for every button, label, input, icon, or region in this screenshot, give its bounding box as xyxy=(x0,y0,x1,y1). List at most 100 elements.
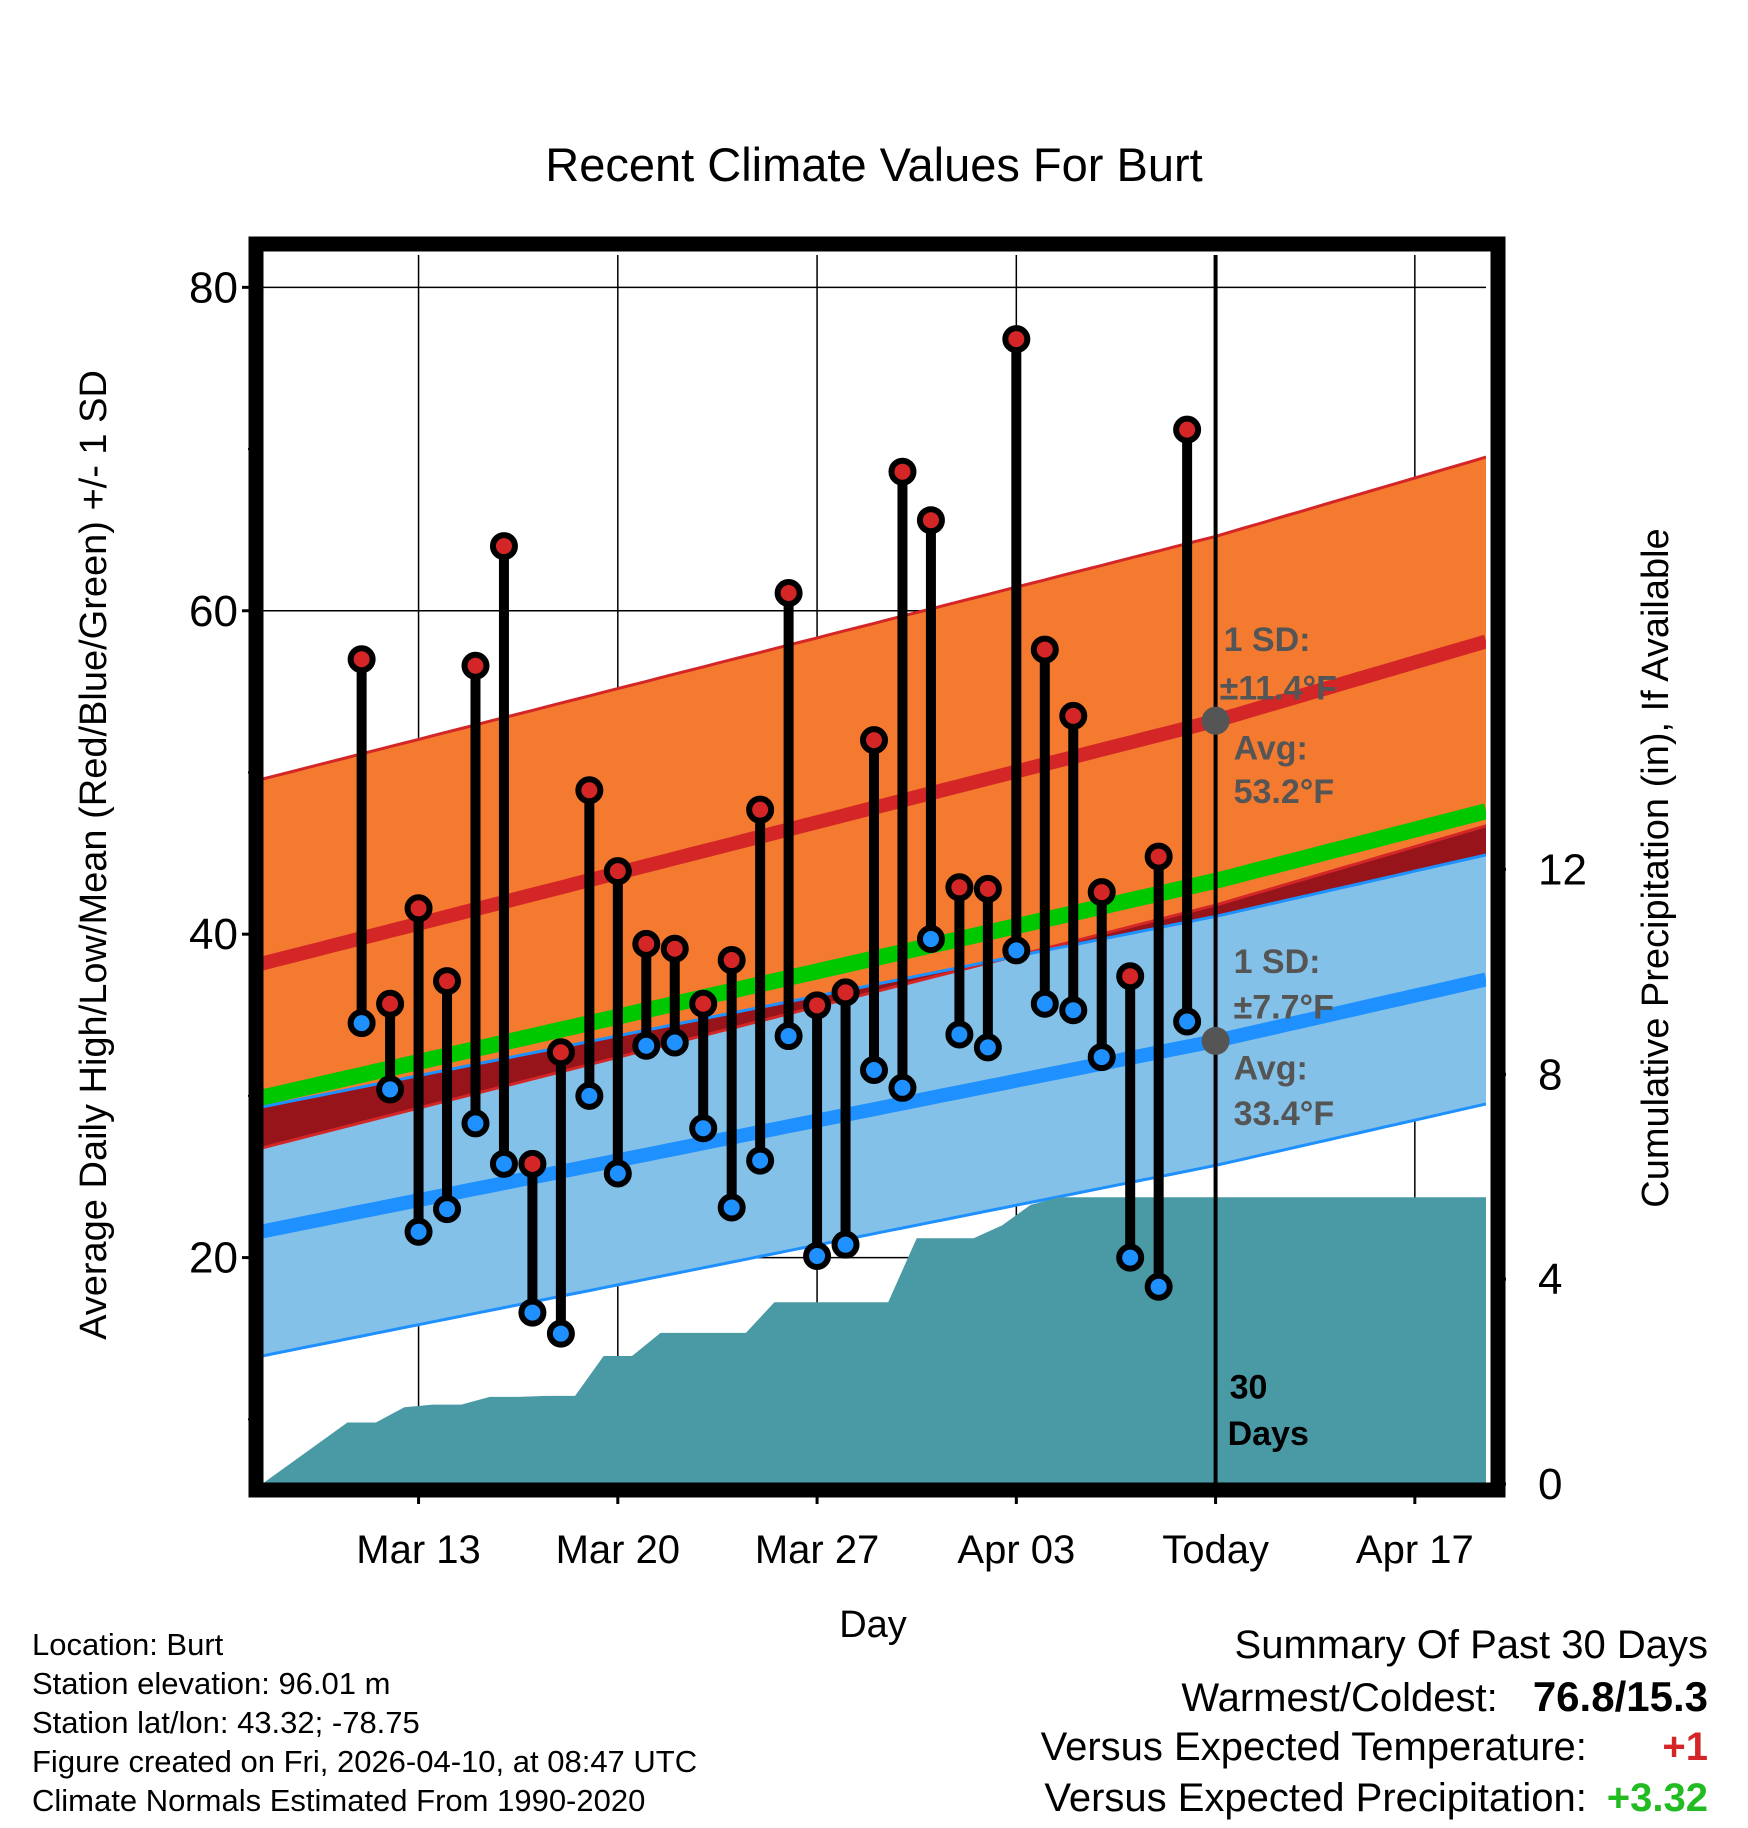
daily-low-point xyxy=(774,1022,803,1051)
daily-low-point xyxy=(461,1109,490,1138)
daily-low-point xyxy=(717,1193,746,1222)
daily-high-point xyxy=(489,532,518,561)
low-avg-title: Avg: xyxy=(1234,1050,1308,1088)
daily-high-point xyxy=(461,651,490,680)
daily-high-point xyxy=(347,645,376,674)
x-tick-label: Apr 17 xyxy=(1356,1528,1474,1572)
today-label-line2: Days xyxy=(1228,1415,1309,1453)
daily-high-point xyxy=(660,934,689,963)
high-sd-value: ±11.4°F xyxy=(1220,670,1337,708)
daily-high-point xyxy=(546,1038,575,1067)
daily-low-point xyxy=(347,1009,376,1038)
y-tick-label-left: 60 xyxy=(189,587,238,636)
plot-frame xyxy=(248,236,1506,1498)
high-avg-title: Avg: xyxy=(1234,730,1308,768)
location-text: Location: Burt xyxy=(32,1627,224,1662)
low-sd-title: 1 SD: xyxy=(1234,943,1321,981)
daily-high-point xyxy=(973,874,1002,903)
daily-low-point xyxy=(518,1298,547,1327)
y-tick-label-right: 12 xyxy=(1538,846,1587,895)
daily-high-point xyxy=(1087,878,1116,907)
daily-high-point xyxy=(689,989,718,1018)
daily-high-point xyxy=(803,991,832,1020)
daily-high-point xyxy=(746,795,775,824)
daily-high-point xyxy=(433,967,462,996)
y-axis-label-left: Average Daily High/Low/Mean (Red/Blue/Gr… xyxy=(73,370,115,1340)
x-tick-label: Mar 27 xyxy=(755,1528,880,1572)
today-high-avg-dot xyxy=(1201,706,1230,735)
daily-high-point xyxy=(774,578,803,607)
temp-row: Versus Expected Temperature: +1 xyxy=(1041,1722,1708,1773)
x-tick-label: Today xyxy=(1162,1528,1269,1572)
daily-low-point xyxy=(1030,989,1059,1018)
daily-low-point xyxy=(973,1033,1002,1062)
daily-high-point xyxy=(1116,962,1145,991)
daily-low-point xyxy=(489,1149,518,1178)
y-tick-label-left: 20 xyxy=(189,1234,238,1283)
daily-low-point xyxy=(860,1056,888,1085)
daily-low-point xyxy=(1059,996,1088,1025)
high-avg-value: 53.2°F xyxy=(1234,773,1335,811)
normal-low-line xyxy=(262,972,1486,1239)
daily-low-point xyxy=(1173,1007,1202,1036)
low-sd-value: ±7.7°F xyxy=(1234,988,1334,1026)
low-avg-value: 33.4°F xyxy=(1234,1095,1335,1133)
today-low-avg-dot xyxy=(1201,1026,1230,1055)
warm-cold-value: 76.8/15.3 xyxy=(1532,1673,1708,1720)
daily-high-point xyxy=(831,978,860,1007)
daily-low-point xyxy=(831,1230,860,1259)
y-tick-label-left: 40 xyxy=(189,910,238,959)
chart-title: Recent Climate Values For Burt xyxy=(545,138,1202,191)
created-text: Figure created on Fri, 2026-04-10, at 08… xyxy=(32,1744,698,1779)
daily-low-point xyxy=(376,1075,405,1104)
precip-row: Versus Expected Precipitation: +3.32 xyxy=(1041,1773,1708,1824)
daily-high-point xyxy=(603,857,632,886)
x-tick-label: Mar 20 xyxy=(556,1528,681,1572)
x-axis-label: Day xyxy=(839,1604,907,1646)
daily-high-point xyxy=(717,946,746,975)
temp-value: +1 xyxy=(1662,1725,1708,1769)
daily-low-point xyxy=(546,1319,575,1348)
y-tick-label-right: 4 xyxy=(1538,1255,1562,1304)
daily-low-point xyxy=(603,1159,632,1188)
precip-label: Versus Expected Precipitation: xyxy=(1044,1776,1587,1820)
x-tick-label: Apr 03 xyxy=(957,1528,1075,1572)
daily-high-point xyxy=(1144,842,1173,871)
y-tick-label-right: 8 xyxy=(1538,1050,1562,1099)
daily-low-point xyxy=(1144,1272,1173,1301)
elevation-text: Station elevation: 96.01 m xyxy=(32,1666,391,1701)
daily-high-point xyxy=(404,894,433,923)
latlon-text: Station lat/lon: 43.32; -78.75 xyxy=(32,1705,420,1740)
daily-low-point xyxy=(803,1241,832,1270)
daily-low-point xyxy=(433,1195,462,1224)
daily-low-point xyxy=(945,1020,974,1049)
daily-low-point xyxy=(888,1073,917,1102)
daily-low-point xyxy=(632,1031,661,1060)
daily-high-point xyxy=(1059,701,1088,730)
daily-low-point xyxy=(746,1146,775,1175)
summary-title: Summary Of Past 30 Days xyxy=(1234,1623,1708,1667)
warm-cold-row: Warmest/Coldest: 76.8/15.3 xyxy=(1041,1671,1708,1722)
y-axis-label-right: Cumulative Precipitation (in), If Availa… xyxy=(1635,528,1677,1207)
daily-low-point xyxy=(1116,1243,1145,1272)
x-tick-label: Mar 13 xyxy=(356,1528,481,1572)
today-label-line1: 30 xyxy=(1230,1368,1268,1406)
high-sd-upper-edge xyxy=(262,455,1486,781)
low-sd-lower-edge xyxy=(262,1102,1486,1358)
daily-high-point xyxy=(1030,635,1059,664)
daily-high-point xyxy=(945,873,974,902)
daily-low-point xyxy=(660,1028,689,1057)
summary-panel: Summary Of Past 30 Days Warmest/Coldest:… xyxy=(1041,1620,1708,1824)
daily-high-point xyxy=(575,776,604,805)
y-tick-label-right: 0 xyxy=(1538,1460,1562,1509)
precip-value: +3.32 xyxy=(1606,1776,1708,1820)
daily-low-point xyxy=(1087,1043,1116,1072)
daily-high-point xyxy=(518,1149,547,1178)
warm-cold-label: Warmest/Coldest: xyxy=(1181,1676,1498,1720)
daily-high-point xyxy=(888,457,917,486)
daily-low-point xyxy=(916,925,945,954)
daily-high-point xyxy=(1173,415,1202,444)
cumulative-precip-area xyxy=(262,1197,1486,1484)
plot-area: 1 SD: ±11.4°F Avg: 53.2°F 1 SD: ±7.7°F Avg: 33.… xyxy=(262,255,1486,1484)
